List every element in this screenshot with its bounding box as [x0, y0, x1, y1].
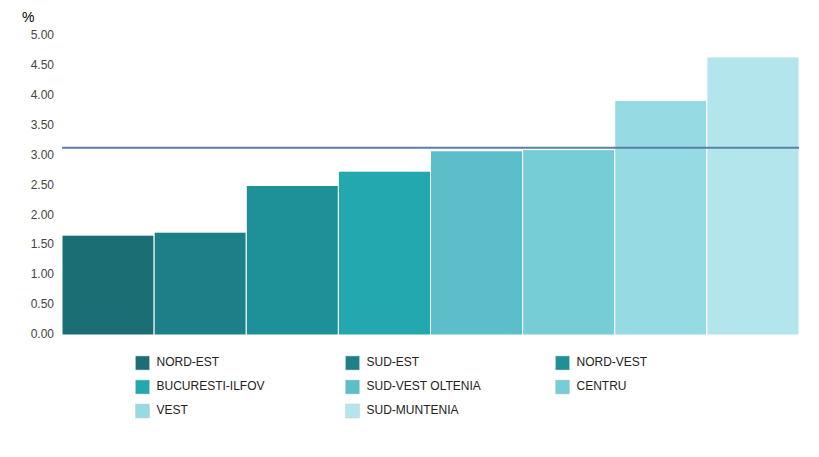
- legend-swatch: [556, 380, 570, 394]
- legend-label: SUD-VEST OLTENIA: [367, 379, 481, 393]
- legend-swatch: [556, 356, 570, 370]
- legend: NORD-EST SUD-EST NORD-VEST BUCURESTI-ILFOV S…: [136, 355, 648, 418]
- chart: 0.00 0.50 1.00 1.50 2.00 2.50 3.00 3.50 4.00 4.50…: [0, 0, 819, 457]
- legend-swatch: [346, 404, 360, 418]
- reference-line: [62, 147, 799, 149]
- y-tick-label: 3.50: [31, 118, 55, 132]
- y-tick-label: 0.00: [31, 327, 55, 341]
- legend-swatch: [136, 380, 150, 394]
- legend-swatch: [346, 356, 360, 370]
- legend-label: NORD-EST: [157, 355, 220, 369]
- y-tick-label: 3.00: [31, 148, 55, 162]
- y-axis: 0.00 0.50 1.00 1.50 2.00 2.50 3.00 3.50 4.00 4.50…: [31, 28, 55, 341]
- y-tick-label: 1.50: [31, 237, 55, 251]
- bar: [338, 171, 430, 335]
- bar: [246, 186, 338, 336]
- y-tick-label: 1.00: [31, 267, 55, 281]
- legend-label: CENTRU: [577, 379, 627, 393]
- bars: [62, 57, 799, 335]
- legend-swatch: [136, 356, 150, 370]
- y-tick-label: 2.50: [31, 178, 55, 192]
- chart-container: 0.00 0.50 1.00 1.50 2.00 2.50 3.00 3.50 4.00 4.50…: [0, 0, 819, 457]
- legend-label: NORD-VEST: [577, 355, 648, 369]
- bar: [707, 57, 799, 335]
- y-tick-label: 2.00: [31, 208, 55, 222]
- legend-label: BUCURESTI-ILFOV: [157, 379, 265, 393]
- y-tick-label: 4.00: [31, 88, 55, 102]
- bar: [615, 101, 707, 335]
- y-tick-label: 5.00: [31, 28, 55, 42]
- bar: [154, 232, 246, 335]
- legend-swatch: [136, 404, 150, 418]
- y-tick-label: 0.50: [31, 297, 55, 311]
- bar: [62, 235, 154, 335]
- y-tick-label: 4.50: [31, 58, 55, 72]
- legend-label: SUD-MUNTENIA: [367, 403, 459, 417]
- legend-swatch: [346, 380, 360, 394]
- legend-label: VEST: [157, 403, 189, 417]
- bar: [523, 150, 615, 335]
- y-axis-label: %: [22, 9, 34, 25]
- bar: [431, 151, 523, 335]
- legend-label: SUD-EST: [367, 355, 420, 369]
